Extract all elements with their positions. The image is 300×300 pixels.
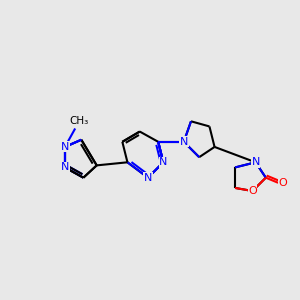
Text: O: O bbox=[279, 178, 288, 188]
Text: N: N bbox=[61, 142, 69, 152]
Text: N: N bbox=[180, 137, 188, 147]
Text: N: N bbox=[159, 157, 167, 167]
Text: N: N bbox=[144, 173, 152, 183]
Text: N: N bbox=[251, 157, 260, 167]
Text: N: N bbox=[61, 162, 69, 172]
Text: CH₃: CH₃ bbox=[70, 116, 89, 126]
Text: O: O bbox=[248, 186, 257, 196]
